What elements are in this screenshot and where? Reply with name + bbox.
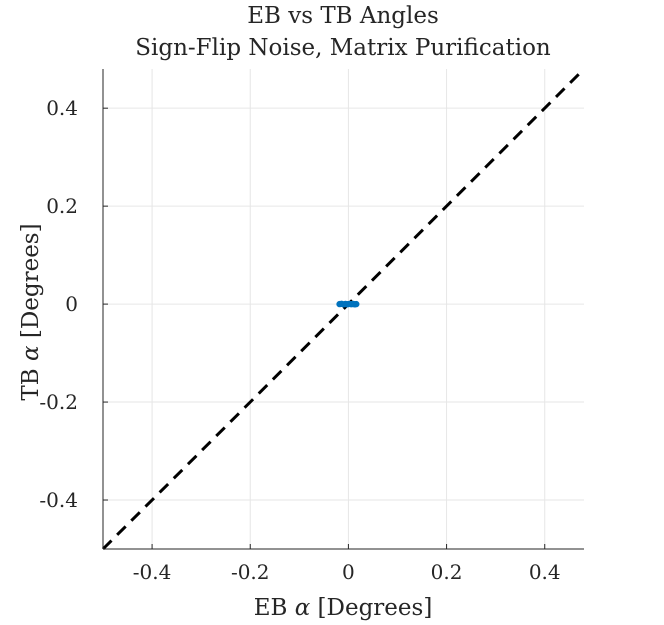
y-tick-label: 0 bbox=[65, 292, 78, 316]
grid bbox=[103, 69, 584, 549]
y-axis-label: TB α [Degrees] bbox=[18, 223, 44, 400]
data-point bbox=[353, 300, 360, 308]
y-ticks: -0.4 -0.2 0 0.2 0.4 bbox=[39, 96, 108, 512]
y-tick-label: 0.4 bbox=[46, 96, 78, 120]
data-points bbox=[336, 300, 360, 308]
x-tick-label: 0.4 bbox=[529, 560, 561, 584]
y-tick-label: 0.2 bbox=[46, 194, 78, 218]
x-axis-label-suffix: [Degrees] bbox=[310, 595, 432, 621]
y-tick-label: -0.2 bbox=[39, 390, 78, 414]
y-axis-label-prefix: TB bbox=[18, 361, 44, 401]
reference-line-identity bbox=[101, 67, 586, 551]
chart-title-line-2: Sign-Flip Noise, Matrix Purification bbox=[135, 35, 551, 61]
x-tick-label: 0 bbox=[342, 560, 355, 584]
y-tick-label: -0.4 bbox=[39, 488, 78, 512]
y-axis-label-symbol: α bbox=[18, 345, 44, 361]
x-axis-label-symbol: α bbox=[295, 595, 311, 621]
y-axis-label-suffix: [Degrees] bbox=[18, 223, 44, 345]
x-tick-label: -0.4 bbox=[133, 560, 172, 584]
chart-title-line-1: EB vs TB Angles bbox=[247, 3, 439, 29]
axes bbox=[102, 69, 584, 550]
x-ticks: -0.4 -0.2 0 0.2 0.4 bbox=[133, 544, 561, 584]
x-tick-label: -0.2 bbox=[231, 560, 270, 584]
x-axis-label: EB α [Degrees] bbox=[254, 595, 433, 621]
x-tick-label: 0.2 bbox=[431, 560, 463, 584]
x-axis-label-prefix: EB bbox=[254, 595, 295, 621]
